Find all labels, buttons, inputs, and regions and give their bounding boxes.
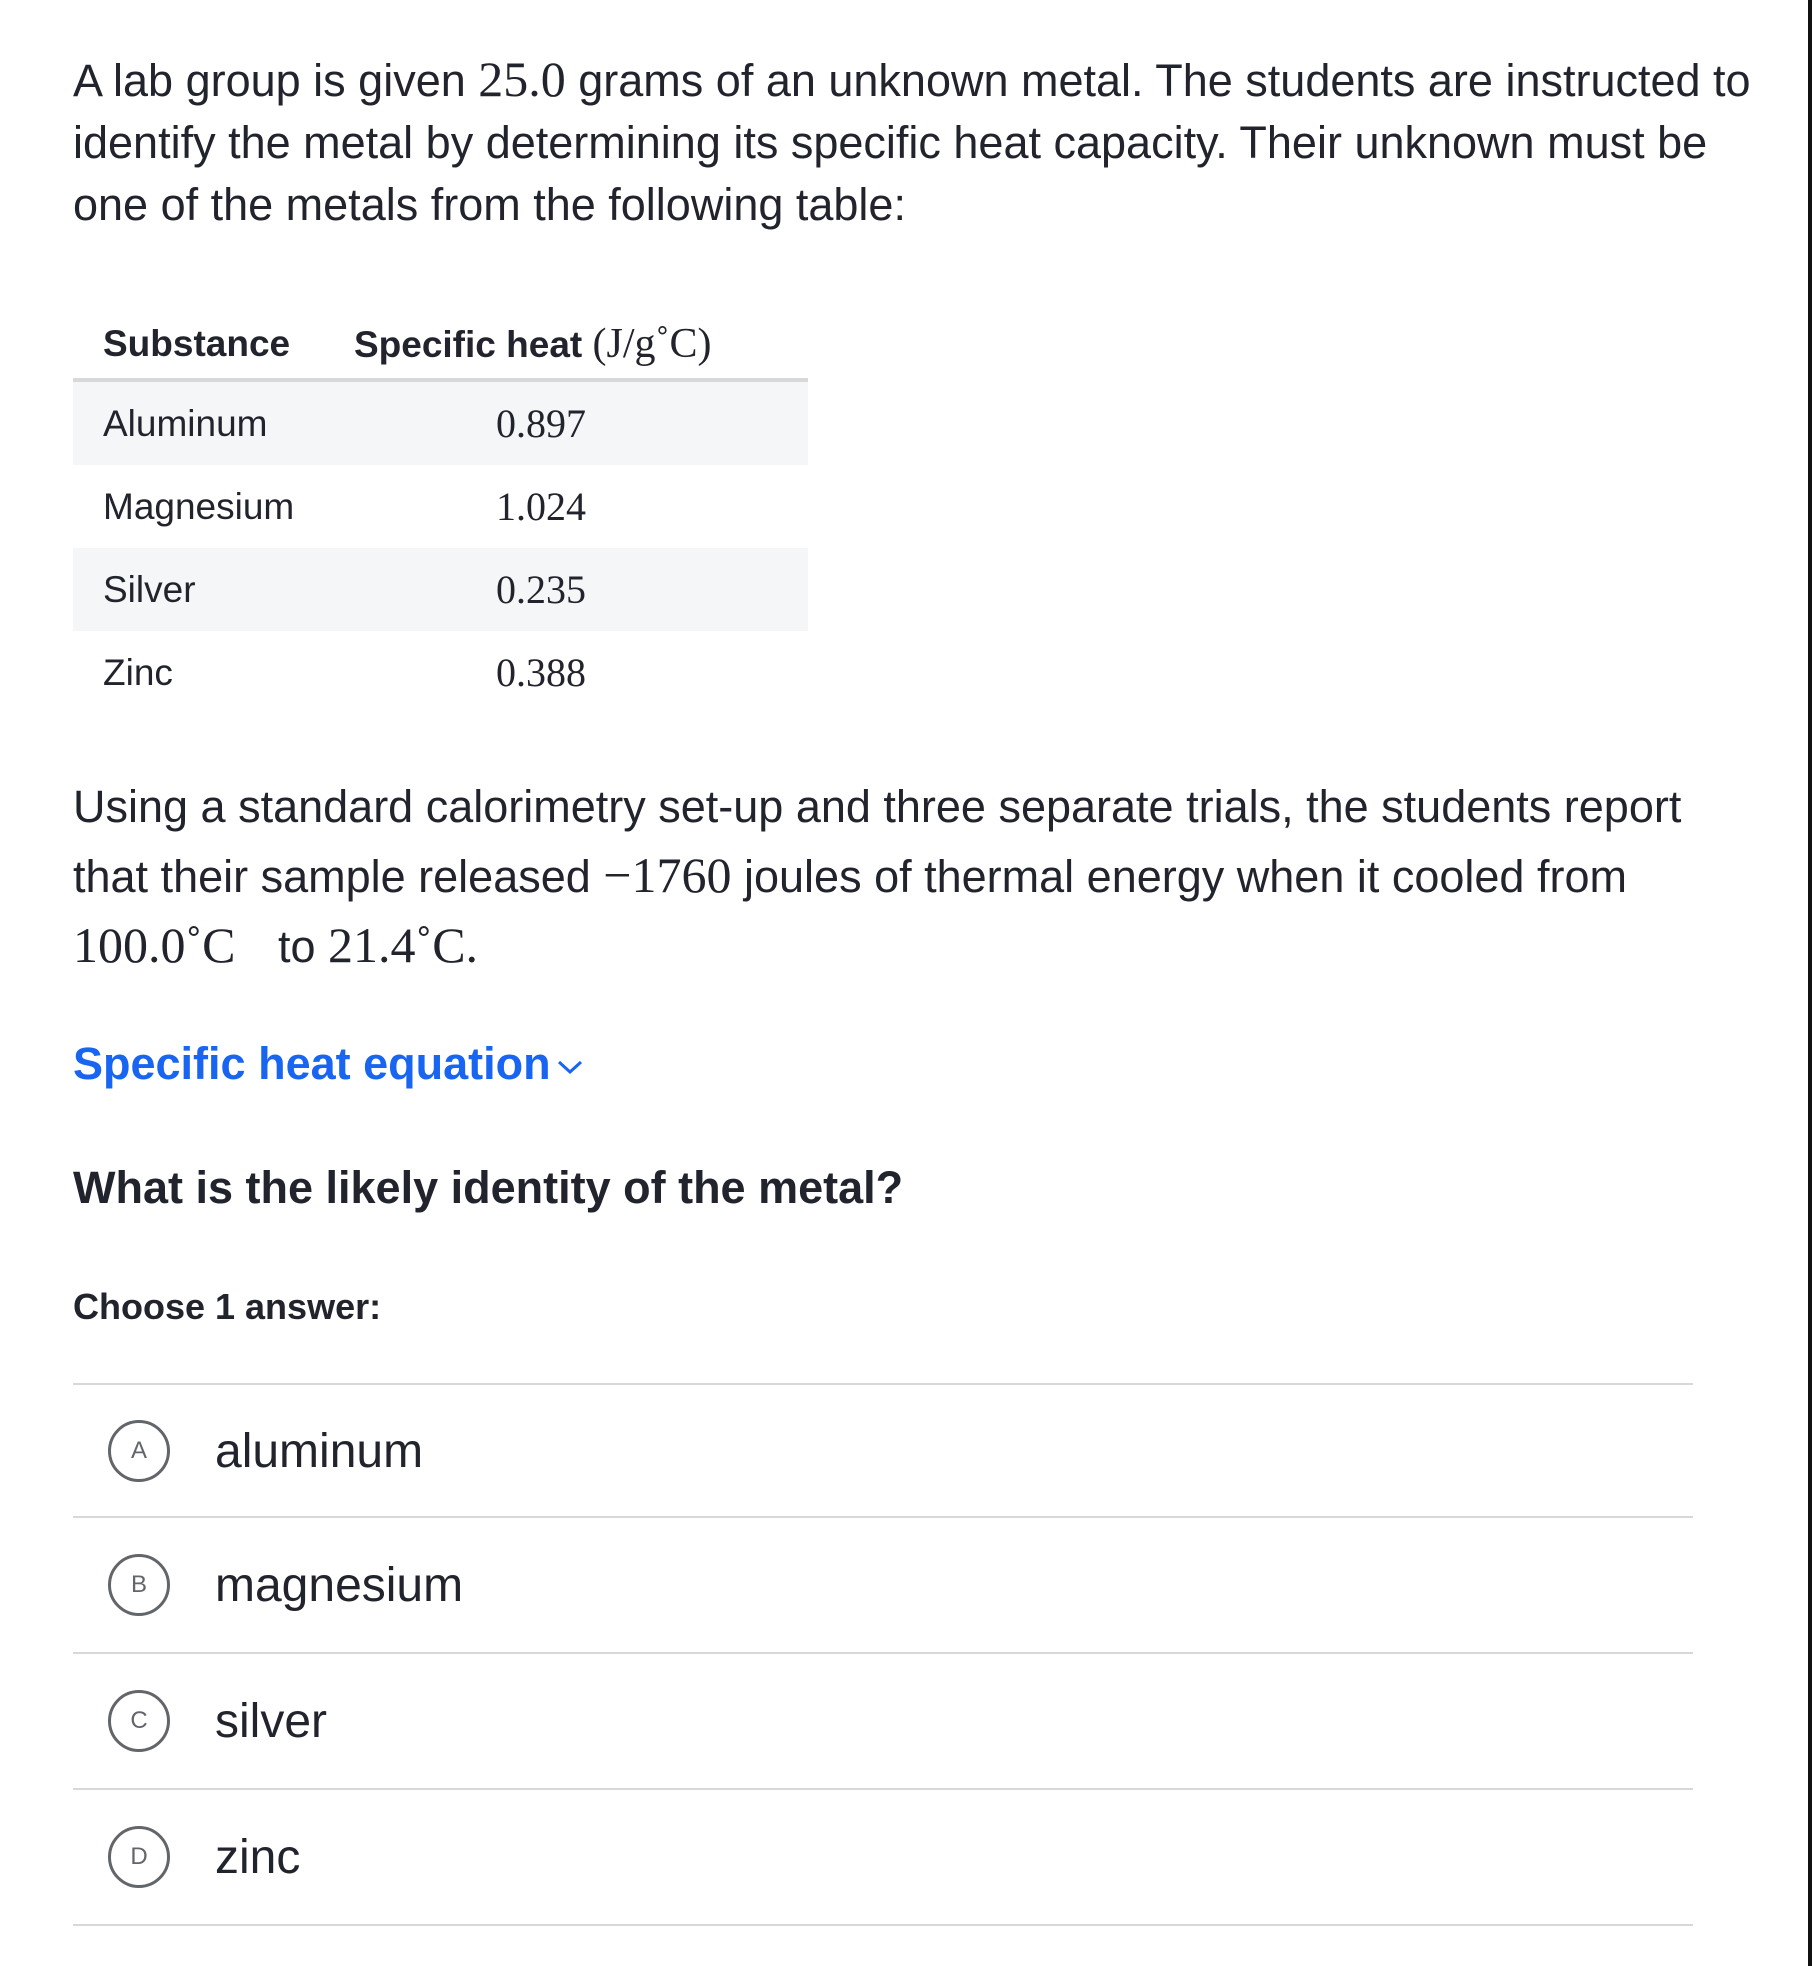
cell-value: 0.897 — [353, 380, 808, 465]
divider — [73, 1383, 1693, 1385]
intro-text-2: grams of an unknown metal. The students … — [73, 55, 1751, 230]
cell-substance: Zinc — [103, 651, 173, 693]
intro-text: A lab group is given — [73, 55, 479, 106]
end-temp: 21.4˚C — [328, 917, 466, 973]
choice-label: zinc — [215, 1830, 301, 1884]
mass-value: 25.0 — [478, 51, 566, 107]
table-header-row: Substance Specific heat (J/g˚C) — [73, 310, 808, 382]
chevron-down-icon — [557, 1060, 582, 1075]
question-text: What is the likely identity of the metal… — [73, 1162, 904, 1213]
choice-label: silver — [215, 1694, 328, 1748]
header-unit: (J/g˚C) — [592, 321, 712, 367]
choice-letter-circle: B — [108, 1554, 170, 1616]
cell-value: 1.024 — [495, 484, 586, 529]
scenario-paragraph: Using a standard calorimetry set-up and … — [73, 772, 1753, 981]
choice-label: aluminum — [215, 1424, 424, 1478]
scenario-text-2: joules of thermal energy when it cooled … — [731, 851, 1627, 902]
choice-letter-circle: A — [108, 1420, 170, 1482]
choose-label: Choose 1 answer: — [73, 1286, 382, 1327]
intro-paragraph: A lab group is given 25.0 grams of an un… — [73, 48, 1753, 236]
cell-substance: Magnesium — [103, 485, 295, 527]
specific-heat-equation-link[interactable]: Specific heat equation — [73, 1038, 583, 1090]
link-label: Specific heat equation — [73, 1038, 551, 1089]
scenario-text: Using a standard calorimetry set-up and … — [73, 781, 1682, 902]
window-border — [1808, 0, 1812, 1966]
cell-value: 0.235 — [353, 548, 808, 631]
divider — [73, 1652, 1693, 1654]
header-substance: Substance — [73, 310, 354, 382]
divider — [73, 1516, 1693, 1518]
choice-letter-circle: D — [108, 1826, 170, 1888]
choice-letter-circle: C — [108, 1690, 170, 1752]
start-temp: 100.0˚C — [73, 917, 236, 973]
cell-substance: Aluminum — [73, 380, 354, 465]
cell-value: 0.388 — [495, 650, 586, 695]
table-row: Magnesium 1.024 — [73, 465, 808, 548]
divider — [73, 1924, 1693, 1926]
specific-heat-table: Substance Specific heat (J/g˚C) Aluminum… — [73, 310, 808, 714]
table-row: Aluminum 0.897 — [73, 380, 808, 465]
table-row: Zinc 0.388 — [73, 631, 808, 714]
cell-substance: Silver — [73, 548, 354, 631]
energy-value: −1760 — [603, 847, 732, 903]
divider — [73, 1788, 1693, 1790]
scenario-text-3: to — [265, 921, 329, 972]
table-row: Silver 0.235 — [73, 548, 808, 631]
period: . — [465, 917, 479, 973]
choice-label: magnesium — [215, 1558, 464, 1612]
header-label: Specific heat — [353, 324, 583, 365]
header-specific-heat: Specific heat (J/g˚C) — [353, 310, 808, 382]
